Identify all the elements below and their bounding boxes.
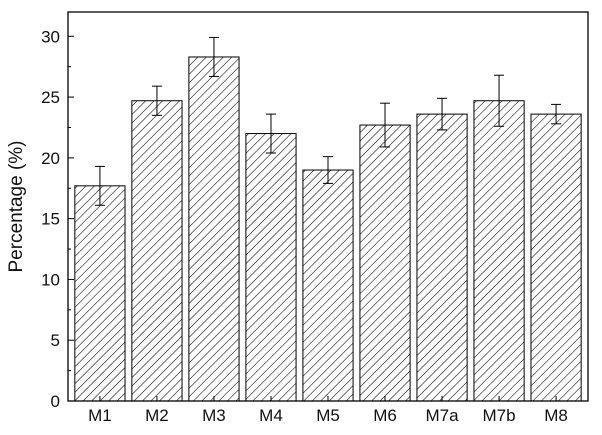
bar-M5 [302,169,354,402]
y-tick-label-20: 20 [41,149,60,168]
y-axis-label: Percentage (%) [6,140,27,272]
error-bar-M7b [494,74,505,127]
bar-M8 [530,113,582,402]
x-tick-label-M1: M1 [88,406,112,425]
error-bar-M1 [94,165,105,206]
y-tick-label-15: 15 [41,210,60,229]
x-tick-label-M8: M8 [544,406,568,425]
y-tick-label-25: 25 [41,88,60,107]
error-bar-M8 [551,103,562,125]
y-tick-label-30: 30 [41,27,60,46]
bar-M7a [416,113,468,402]
bar-M3 [188,56,240,402]
error-bar-M6 [380,102,391,148]
bar-M6 [359,124,411,402]
x-axis: M1 M2 M3 M4 M5 M6 M7a M7b M8 [88,396,568,425]
bars-layer [74,56,582,402]
error-bar-M3 [208,37,219,77]
x-tick-label-M4: M4 [259,406,283,425]
x-tick-label-M5: M5 [316,406,340,425]
x-tick-label-M6: M6 [373,406,397,425]
error-bar-M4 [265,113,276,154]
y-tick-label-0: 0 [51,392,60,411]
y-tick-label-10: 10 [41,270,60,289]
bar-M2 [131,100,183,402]
x-tick-label-M3: M3 [202,406,226,425]
y-axis: 0 5 10 15 20 25 30 [41,27,74,411]
bar-M7b [473,100,525,402]
x-tick-label-M7b: M7b [483,406,516,425]
error-bar-M7a [437,97,448,131]
error-bar-M2 [151,85,162,116]
x-tick-label-M2: M2 [145,406,169,425]
bar-M1 [74,185,126,402]
y-tick-label-5: 5 [51,331,60,350]
error-bar-M5 [323,156,333,184]
bar-M4 [245,133,297,402]
x-tick-label-M7a: M7a [425,406,459,425]
error-bars-layer [94,37,562,206]
